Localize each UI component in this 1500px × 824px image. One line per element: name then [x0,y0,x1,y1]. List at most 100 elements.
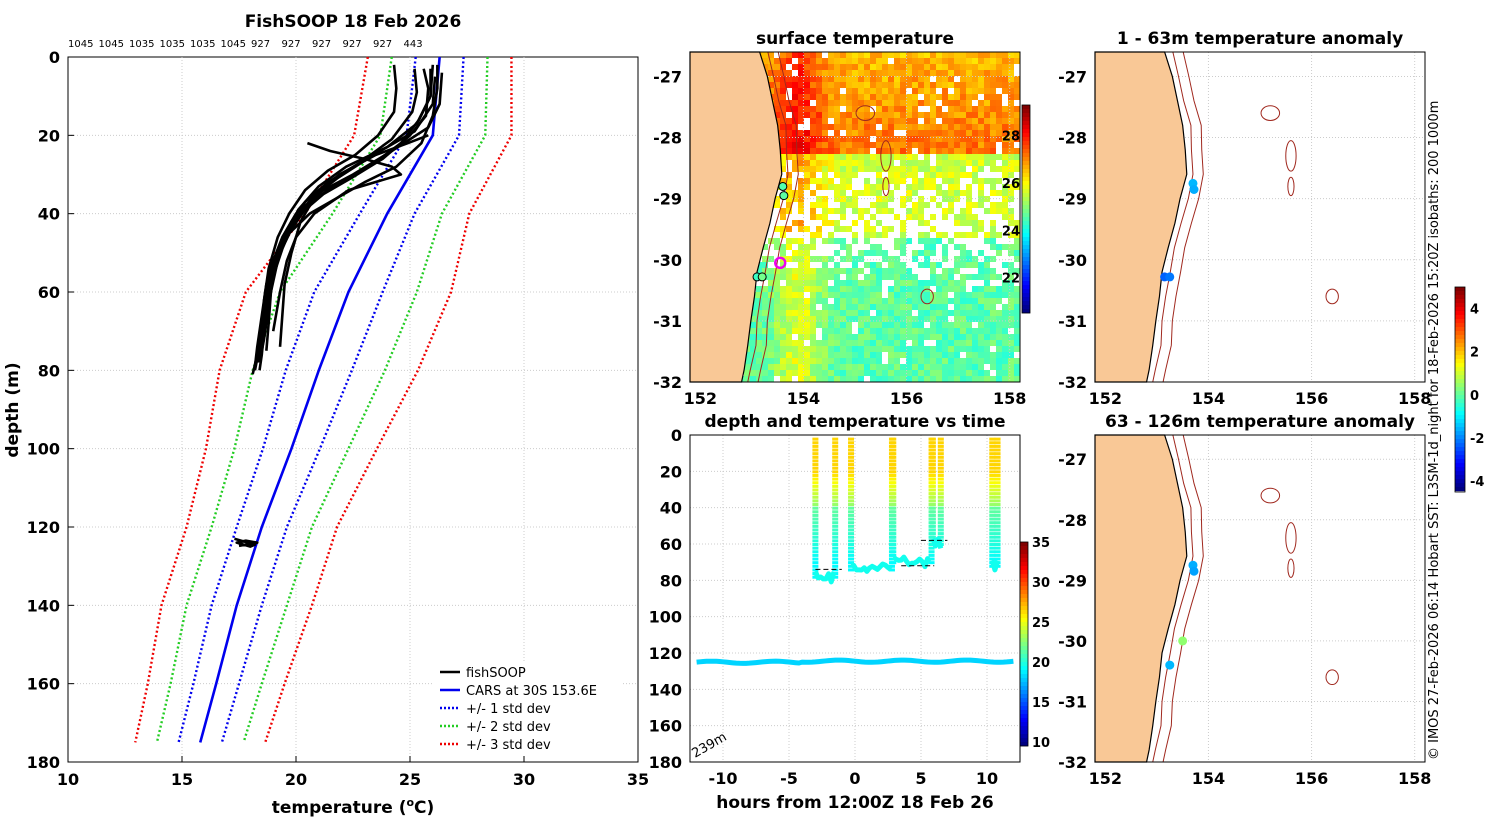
sst-pixel [816,166,822,172]
sst-pixel [972,130,978,136]
sst-pixel [816,310,822,316]
sst-pixel [996,358,1002,364]
sst-pixel [948,100,954,106]
sst-pixel [804,244,810,250]
sst-pixel [768,358,774,364]
anomaly-colorbar-step [1455,363,1465,368]
td-colorbar-label: 20 [1032,656,1050,671]
anom-lower-seamount [1325,669,1339,686]
sst-pixel [816,214,822,220]
profile-ytick-label: 100 [27,440,60,459]
cast-length-label: 1045 [68,39,93,50]
td-cast-sample [890,543,897,546]
sst-pixel [858,322,864,328]
sst-colorbar-step [1022,113,1030,118]
sst-pixel [870,244,876,250]
sst-pixel [858,370,864,376]
sst-pixel [792,304,798,310]
sst-pixel [870,250,876,256]
sst-pixel [882,70,888,76]
td-ytick-label: 40 [660,499,682,518]
sst-colorbar-step [1022,217,1030,222]
td-cast-sample [937,528,944,532]
sst-pixel [912,118,918,124]
sst-pixel [876,52,882,58]
sst-pixel [978,202,984,208]
sst-pixel [948,298,954,304]
sst-pixel [786,136,792,142]
sst-pixel [918,352,924,358]
td-cast-sample [989,546,996,550]
sst-pixel [948,376,954,382]
sst-pixel [864,250,870,256]
anom-lower-xtick-label: 158 [1398,769,1431,788]
anomaly-colorbar-label: 0 [1470,389,1479,404]
sst-pixel [996,130,1002,136]
sst-pixel [966,358,972,364]
sst-pixel [948,94,954,100]
td-cast-sample [848,528,855,532]
sst-ytick-label: -28 [653,129,682,148]
sst-pixel [816,106,822,112]
sst-pixel [858,376,864,382]
td-ytick-label: 100 [649,608,682,627]
td-cast-sample [812,473,819,477]
sst-pixel [822,292,828,298]
sst-pixel [774,346,780,352]
anom-lower-isobath [1152,434,1194,763]
sst-pixel [792,88,798,94]
sst-pixel [828,166,834,172]
sst-pixel [780,94,786,100]
sst-pixel [822,214,828,220]
sst-pixel [1014,88,1020,94]
sst-pixel [1002,316,1008,322]
sst-pixel [798,64,804,70]
sst-pixel [840,154,846,160]
sst-pixel [972,154,978,160]
sst-pixel [912,112,918,118]
sst-pixel [1008,154,1014,160]
sst-pixel [984,346,990,352]
sst-pixel [912,364,918,370]
sst-pixel [864,232,870,238]
sst-pixel [804,112,810,118]
sst-pixel [936,106,942,112]
anomaly-colorbar-step [1455,447,1465,452]
sst-pixel [990,322,996,328]
td-colorbar-step [1020,670,1028,675]
sst-pixel [780,148,786,154]
sst-pixel [888,340,894,346]
sst-pixel [864,322,870,328]
sst-pixel [810,352,816,358]
sst-pixel [924,166,930,172]
profile-title: FishSOOP 18 Feb 2026 [245,12,462,32]
sst-pixel [942,100,948,106]
sst-pixel [822,364,828,370]
sst-pixel [978,292,984,298]
td-cast-sample [832,495,839,499]
sst-pixel [936,286,942,292]
td-cast-sample [890,506,897,510]
sst-pixel [864,88,870,94]
sst-pixel [810,172,816,178]
cast-length-label: 927 [373,39,392,50]
sst-pixel [804,316,810,322]
sst-pixel [750,352,756,358]
td-cast-sample [929,437,936,441]
sst-pixel [762,58,768,64]
sst-pixel [912,256,918,262]
td-cast-sample [937,448,944,452]
sst-pixel [774,364,780,370]
sst-pixel [822,238,828,244]
sst-pixel [810,286,816,292]
sst-pixel [876,100,882,106]
sst-pixel [846,370,852,376]
sst-pixel [882,184,888,190]
sst-pixel [978,346,984,352]
sst-pixel [870,112,876,118]
sst-pixel [942,280,948,286]
sst-pixel [900,274,906,280]
td-cast-sample [994,539,1001,543]
sst-pixel [1008,286,1014,292]
sst-pixel [978,226,984,232]
